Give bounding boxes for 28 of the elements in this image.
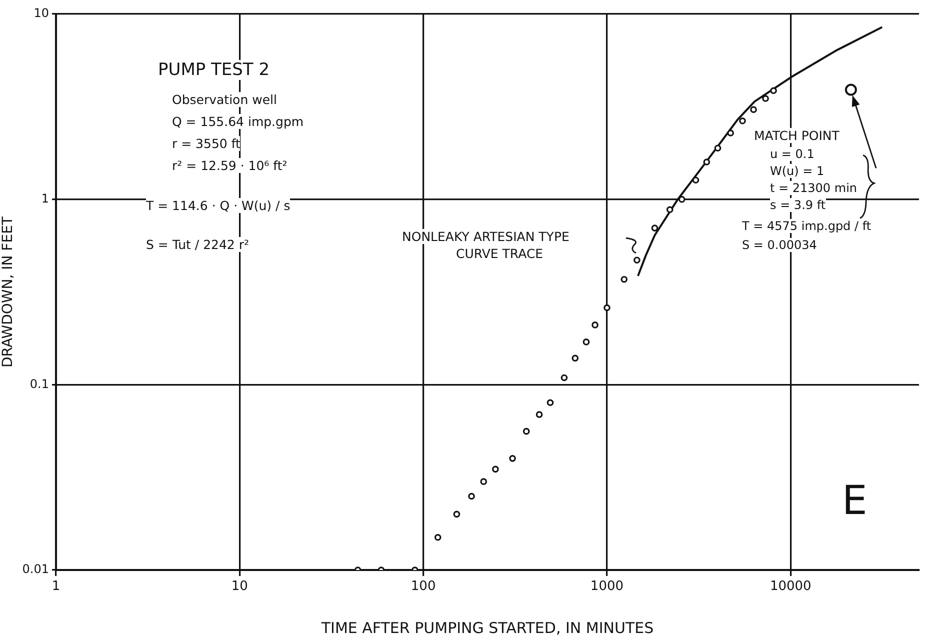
x-tick-label: 10 xyxy=(231,579,248,594)
annotation: u = 0.1 xyxy=(770,147,814,161)
annotation: Q = 155.64 imp.gpm xyxy=(172,114,304,129)
x-tick-label: 1 xyxy=(52,579,60,594)
annotation: r² = 12.59 · 10⁶ ft² xyxy=(172,158,288,173)
x-axis-title: TIME AFTER PUMPING STARTED, IN MINUTES xyxy=(320,618,654,637)
annotation: E xyxy=(842,478,868,524)
annotation: PUMP TEST 2 xyxy=(158,60,270,80)
annotation: MATCH POINT xyxy=(754,128,840,143)
annotation: S = Tut / 2242 r² xyxy=(146,237,250,252)
y-axis-title: DRAWDOWN, IN FEET xyxy=(0,216,16,368)
x-tick-label: 10000 xyxy=(770,579,812,594)
annotation: NONLEAKY ARTESIAN TYPE xyxy=(402,229,570,244)
annotation: S = 0.00034 xyxy=(742,238,817,252)
annotation: r = 3550 ft xyxy=(172,136,240,151)
annotation: Observation well xyxy=(172,92,277,107)
y-tick-label: 10 xyxy=(34,6,49,20)
annotation: CURVE TRACE xyxy=(456,246,544,261)
annotation: T = 4575 imp.gpd / ft xyxy=(742,219,872,233)
x-tick-label: 100 xyxy=(410,579,436,594)
x-tick-label: 1000 xyxy=(590,579,624,594)
annotation: s = 3.9 ft xyxy=(770,198,826,212)
annotation: t = 21300 min xyxy=(770,181,858,195)
annotation: W(u) = 1 xyxy=(770,164,824,178)
y-tick-label: 0.1 xyxy=(30,376,49,391)
annotation: T = 114.6 · Q · W(u) / s xyxy=(146,198,290,213)
y-tick-label: 1 xyxy=(41,191,49,206)
y-tick-label: 0.01 xyxy=(22,562,49,576)
